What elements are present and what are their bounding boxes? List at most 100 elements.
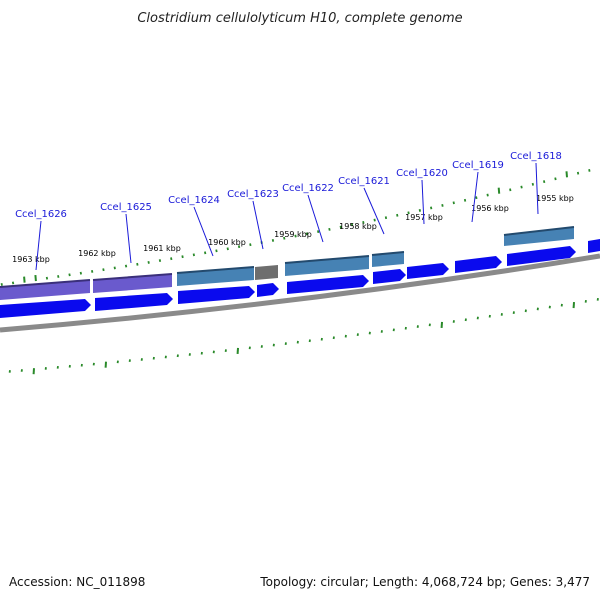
scale-tick — [543, 180, 546, 184]
scale-tick — [588, 168, 591, 172]
scale-labels: 1963 kbp 1962 kbp 1961 kbp 1960 kbp 1959 kbp… — [12, 194, 574, 264]
scale-ticks-outer — [0, 168, 591, 286]
scale-tick — [34, 274, 37, 282]
scale-tick — [509, 188, 512, 192]
leader-line — [193, 206, 214, 257]
scale-tick — [294, 234, 297, 238]
cds-arrow — [0, 299, 91, 318]
scale-tick — [68, 273, 71, 277]
scale-tick — [79, 271, 82, 275]
scale-tick — [124, 264, 128, 268]
accession-text: Accession: NC_011898 — [9, 575, 145, 589]
scale-tick — [158, 259, 162, 262]
scale-tick — [373, 218, 376, 222]
gene-label: Ccel_1618 — [510, 151, 562, 162]
scale-label: 1956 kbp — [471, 204, 509, 213]
scale-tick — [531, 182, 534, 186]
leader-line — [125, 213, 132, 264]
gene-block-ccel-1626 — [0, 280, 90, 300]
scale-tick — [305, 232, 308, 236]
scale-tick — [317, 230, 320, 234]
scale-tick — [237, 245, 241, 249]
scale-tick — [430, 206, 433, 210]
gene-block-ccel-1621 — [372, 252, 404, 267]
scale-label: 1960 kbp — [208, 238, 246, 247]
scale-tick — [136, 262, 139, 266]
gene-label: Ccel_1625 — [100, 202, 152, 213]
gene-block-ccel-1623 — [255, 265, 278, 280]
cds-arrow — [373, 269, 406, 284]
scale-label: 1958 kbp — [339, 222, 377, 231]
scale-tick — [215, 249, 218, 253]
leader-line — [421, 179, 425, 225]
scale-label: 1963 kbp — [12, 255, 50, 264]
gene-track — [0, 226, 600, 300]
cds-arrow — [95, 293, 173, 311]
scale-tick — [576, 171, 580, 175]
scale-label: 1955 kbp — [536, 194, 574, 203]
scale-label: 1959 kbp — [274, 230, 312, 239]
scale-tick — [181, 255, 184, 259]
leader-line — [252, 200, 264, 250]
scale-tick — [475, 196, 478, 200]
scale-tick — [418, 208, 421, 212]
scale-tick — [204, 251, 207, 255]
scale-tick — [328, 227, 331, 231]
cds-arrow — [455, 256, 502, 273]
gene-leader-lines — [35, 162, 539, 271]
gene-label: Ccel_1623 — [227, 189, 279, 200]
scale-tick — [339, 225, 342, 229]
scale-tick — [554, 177, 557, 181]
scale-tick — [271, 238, 275, 242]
scale-tick — [147, 261, 150, 264]
gene-labels: Ccel_1626Ccel_1625Ccel_1624Ccel_1623Ccel… — [15, 151, 562, 220]
leader-line — [307, 194, 324, 243]
scale-tick — [113, 266, 116, 270]
scale-tick — [91, 269, 94, 273]
scale-tick — [497, 187, 501, 194]
scale-tick — [23, 276, 26, 283]
scale-tick — [396, 213, 399, 217]
scale-tick — [362, 221, 365, 224]
cds-arrow — [178, 286, 255, 304]
scale-tick — [441, 203, 444, 207]
scale-tick — [11, 281, 15, 285]
leader-line — [35, 220, 42, 271]
scale-tick — [0, 283, 3, 286]
leader-line — [471, 171, 479, 223]
scale-tick — [463, 198, 467, 202]
scale-tick — [57, 275, 60, 278]
map-title: Clostridium cellulolyticum H10, complete… — [137, 11, 462, 26]
gene-label: Ccel_1619 — [452, 160, 504, 171]
scale-tick — [249, 243, 252, 247]
cds-arrow — [407, 263, 449, 279]
scale-tick — [565, 171, 568, 178]
gene-block-edge — [588, 239, 600, 253]
scale-label: 1961 kbp — [143, 244, 181, 253]
genome-backbone — [0, 253, 600, 333]
gene-label: Ccel_1620 — [396, 168, 448, 179]
scale-tick — [226, 247, 229, 251]
scale-ticks-inner — [8, 297, 599, 375]
scale-label: 1962 kbp — [78, 249, 116, 258]
leader-line — [535, 162, 539, 215]
scale-tick — [45, 276, 49, 280]
cds-arrow — [287, 275, 369, 294]
scale-tick — [384, 216, 388, 220]
scale-tick — [486, 193, 489, 197]
cds-track — [0, 246, 576, 318]
scale-tick — [407, 211, 410, 215]
gene-label: Ccel_1626 — [15, 209, 67, 220]
leader-line — [363, 187, 385, 235]
scale-tick — [170, 257, 173, 261]
cds-arrow — [507, 246, 576, 266]
scale-tick — [102, 268, 105, 272]
gene-label: Ccel_1624 — [168, 195, 220, 206]
gene-block-ccel-1622 — [285, 256, 369, 276]
scale-tick — [520, 185, 523, 189]
gene-label: Ccel_1622 — [282, 183, 334, 194]
gene-block-ccel-1618 — [504, 227, 574, 246]
scale-tick — [283, 236, 286, 240]
cds-arrow — [257, 283, 279, 297]
